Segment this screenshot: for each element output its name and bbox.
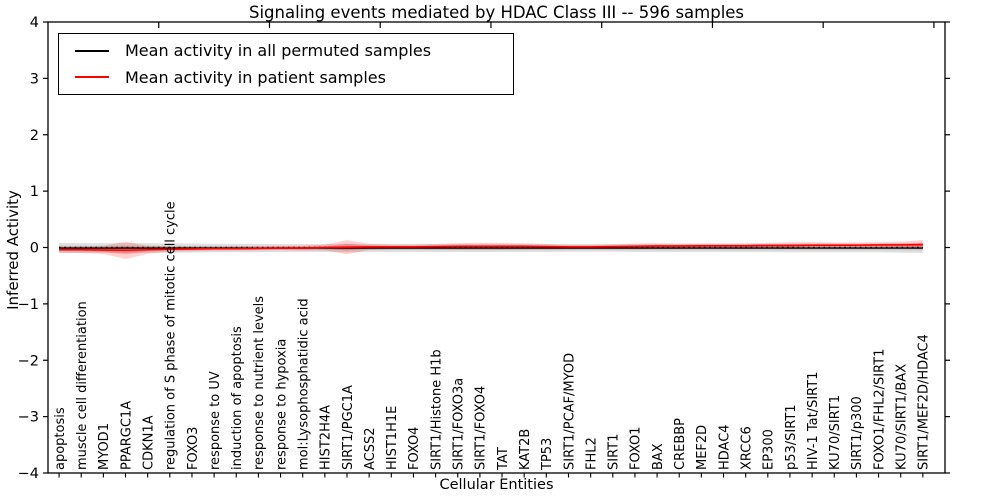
chart-title: Signaling events mediated by HDAC Class … xyxy=(248,3,745,22)
x-tick-label: XRCC6 xyxy=(739,426,754,470)
x-tick-label: KU70/SIRT1/BAX xyxy=(895,364,910,470)
y-tick-label: 4 xyxy=(30,15,39,31)
x-tick-label: KAT2B xyxy=(518,429,533,470)
x-tick-label: SIRT1/Histone H1b xyxy=(429,349,444,470)
x-tick-label: FOXO1 xyxy=(629,427,644,470)
x-tick-label: FOXO1/FHL2/SIRT1 xyxy=(872,349,887,470)
legend-entry-permuted: Mean activity in all permuted samples xyxy=(59,41,513,60)
x-tick-label: SIRT1/p300 xyxy=(850,396,865,470)
x-tick-label: SIRT1/PCAF/MYOD xyxy=(562,353,577,470)
x-axis-label: Cellular Entities xyxy=(439,477,554,493)
x-tick-label: ACSS2 xyxy=(363,427,378,470)
y-tick-label: −4 xyxy=(18,466,39,482)
y-tick-label: −1 xyxy=(18,297,39,313)
x-tick-label: SIRT1/PGC1A xyxy=(341,385,356,470)
x-tick-label: apoptosis xyxy=(53,407,68,470)
x-tick-label: HIV-1 Tat/SIRT1 xyxy=(806,372,821,470)
legend-label-patient: Mean activity in patient samples xyxy=(125,67,386,87)
x-tick-label: SIRT1 xyxy=(607,434,622,470)
x-tick-label: SIRT1/MEF2D/HDAC4 xyxy=(917,334,932,470)
x-tick-label: KU70/SIRT1 xyxy=(828,395,843,470)
x-tick-label: FHL2 xyxy=(584,437,599,470)
x-tick-label: p53/SIRT1 xyxy=(784,404,799,470)
x-tick-label: HIST2H4A xyxy=(319,405,334,470)
x-tick-label: response to nutrient levels xyxy=(252,296,267,470)
y-tick-label: −3 xyxy=(18,410,39,426)
x-tick-label: mol:Lysophosphatidic acid xyxy=(297,298,312,470)
x-tick-label: response to UV xyxy=(208,371,223,470)
x-tick-label: CREBBP xyxy=(673,418,688,470)
legend-line-black xyxy=(75,49,109,52)
legend-label-permuted: Mean activity in all permuted samples xyxy=(125,41,432,61)
x-tick-label: TP53 xyxy=(540,438,555,471)
y-tick-label: 3 xyxy=(30,71,39,87)
legend-line-red xyxy=(75,76,109,79)
x-tick-label: MEF2D xyxy=(695,425,710,470)
x-tick-label: regulation of S phase of mitotic cell cy… xyxy=(164,201,179,470)
y-tick-label: 1 xyxy=(30,184,39,200)
y-tick-label: 2 xyxy=(30,128,39,144)
x-tick-label: EP300 xyxy=(762,429,777,470)
x-tick-label: muscle cell differentiation xyxy=(75,301,90,470)
x-tick-label: response to hypoxia xyxy=(274,339,289,470)
legend-box: Mean activity in all permuted samples Me… xyxy=(58,33,514,95)
x-tick-label: FOXO3 xyxy=(186,427,201,470)
x-tick-label: BAX xyxy=(651,443,666,470)
patient-mean-line xyxy=(59,243,923,252)
x-tick-label: TAT xyxy=(496,447,511,471)
patient-band-outer xyxy=(59,240,923,260)
x-tick-label: HIST1H1E xyxy=(385,406,400,470)
x-tick-label: FOXO4 xyxy=(407,427,422,470)
y-tick-label: −2 xyxy=(18,353,39,369)
x-tick-label: SIRT1/FOXO3a xyxy=(452,378,467,470)
y-tick-label: 0 xyxy=(30,241,39,257)
legend-entry-patient: Mean activity in patient samples xyxy=(59,68,513,87)
x-tick-label: CDKN1A xyxy=(141,415,156,470)
x-tick-label: PPARGC1A xyxy=(119,401,134,470)
x-tick-label: MYOD1 xyxy=(97,423,112,470)
x-tick-label: HDAC4 xyxy=(717,424,732,470)
x-tick-label: SIRT1/FOXO4 xyxy=(474,386,489,470)
x-tick-label: induction of apoptosis xyxy=(230,326,245,470)
